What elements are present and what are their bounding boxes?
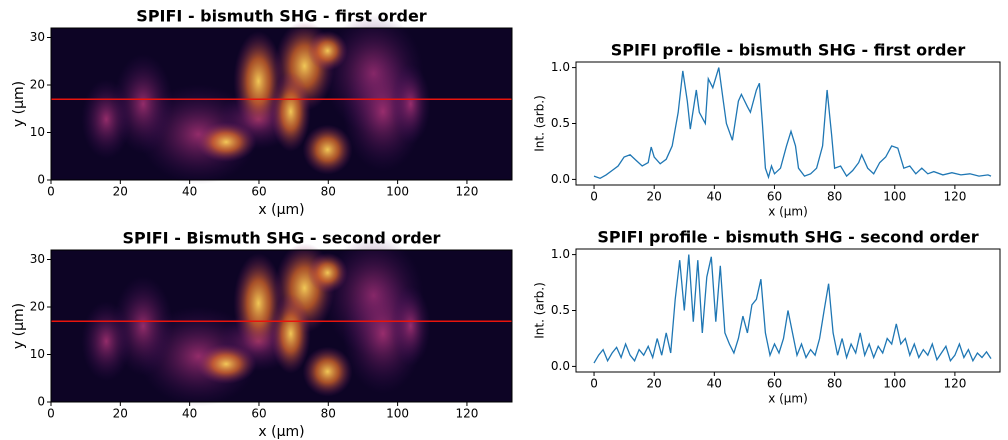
y-tick-label: 20 [30,78,45,92]
plot-frame [50,27,513,181]
chart-title: SPIFI - Bismuth SHG - second order [123,229,441,248]
y-tick-label: 0.5 [551,303,570,317]
x-axis-label: x (μm) [768,205,808,219]
x-tick-label: 100 [883,190,906,204]
y-tick-label: 20 [30,300,45,314]
profile-line [593,254,992,364]
y-tick-label: 10 [30,125,45,139]
heatmap-texture [196,122,257,162]
chart-title: SPIFI profile - bismuth SHG - second ord… [597,228,978,247]
x-tick-label: 0 [590,190,598,204]
x-tick-label: 0 [47,407,55,421]
x-tick-label: 80 [827,190,842,204]
plot-frame [575,248,1001,373]
heatmap-image [51,13,512,185]
y-tick-label: 0 [37,395,45,409]
heatmap-texture [81,79,132,160]
heatmap-texture [270,71,311,152]
x-axis-label: x (μm) [258,424,304,440]
chart-title: SPIFI profile - bismuth SHG - first orde… [611,41,966,60]
x-tick-label: 100 [386,407,409,421]
y-tick-label: 30 [30,30,45,44]
heatmap-texture [196,344,257,384]
x-tick-label: 100 [386,185,409,199]
heatmap-texture [270,293,311,374]
heatmap-texture [390,64,431,144]
x-tick-label: 120 [455,185,478,199]
y-tick-label: 10 [30,347,45,361]
heatmap-texture [81,301,132,382]
x-tick-label: 40 [182,185,197,199]
y-tick-label: 0.0 [551,359,570,373]
x-tick-label: 60 [251,185,266,199]
y-tick-label: 1.0 [551,60,570,74]
x-axis-label: x (μm) [258,202,304,218]
x-tick-label: 20 [113,407,128,421]
x-tick-label: 0 [47,185,55,199]
heatmap-texture [302,124,353,175]
x-tick-label: 0 [590,377,598,391]
y-axis-label: y (μm) [11,303,27,349]
x-tick-label: 80 [321,185,336,199]
x-tick-label: 80 [827,377,842,391]
x-tick-label: 20 [647,377,662,391]
x-tick-label: 60 [767,190,782,204]
x-tick-label: 80 [321,407,336,421]
y-tick-label: 1.0 [551,247,570,261]
x-tick-label: 120 [943,190,966,204]
x-tick-label: 120 [943,377,966,391]
plot-frame [50,249,513,403]
y-axis-label: Int. (arb.) [533,95,547,152]
x-axis-label: x (μm) [768,392,808,406]
x-tick-label: 60 [251,407,266,421]
heatmap-texture [302,346,353,397]
x-tick-label: 20 [647,190,662,204]
x-tick-label: 40 [707,377,722,391]
chart-title: SPIFI - bismuth SHG - first order [136,7,427,26]
heatmap-texture [390,286,431,366]
y-axis-label: y (μm) [11,81,27,127]
x-tick-label: 100 [883,377,906,391]
y-tick-label: 0.5 [551,116,570,130]
x-tick-label: 40 [182,407,197,421]
x-tick-label: 20 [113,185,128,199]
x-tick-label: 120 [455,407,478,421]
profile-line [593,67,992,180]
y-tick-label: 30 [30,252,45,266]
heatmap-image [51,235,512,407]
y-tick-label: 0.0 [551,172,570,186]
heatmap-texture [307,30,348,71]
x-tick-label: 40 [707,190,722,204]
plot-frame [575,61,1001,186]
y-axis-label: Int. (arb.) [533,282,547,339]
y-tick-label: 0 [37,173,45,187]
heatmap-texture [307,252,348,293]
x-tick-label: 60 [767,377,782,391]
